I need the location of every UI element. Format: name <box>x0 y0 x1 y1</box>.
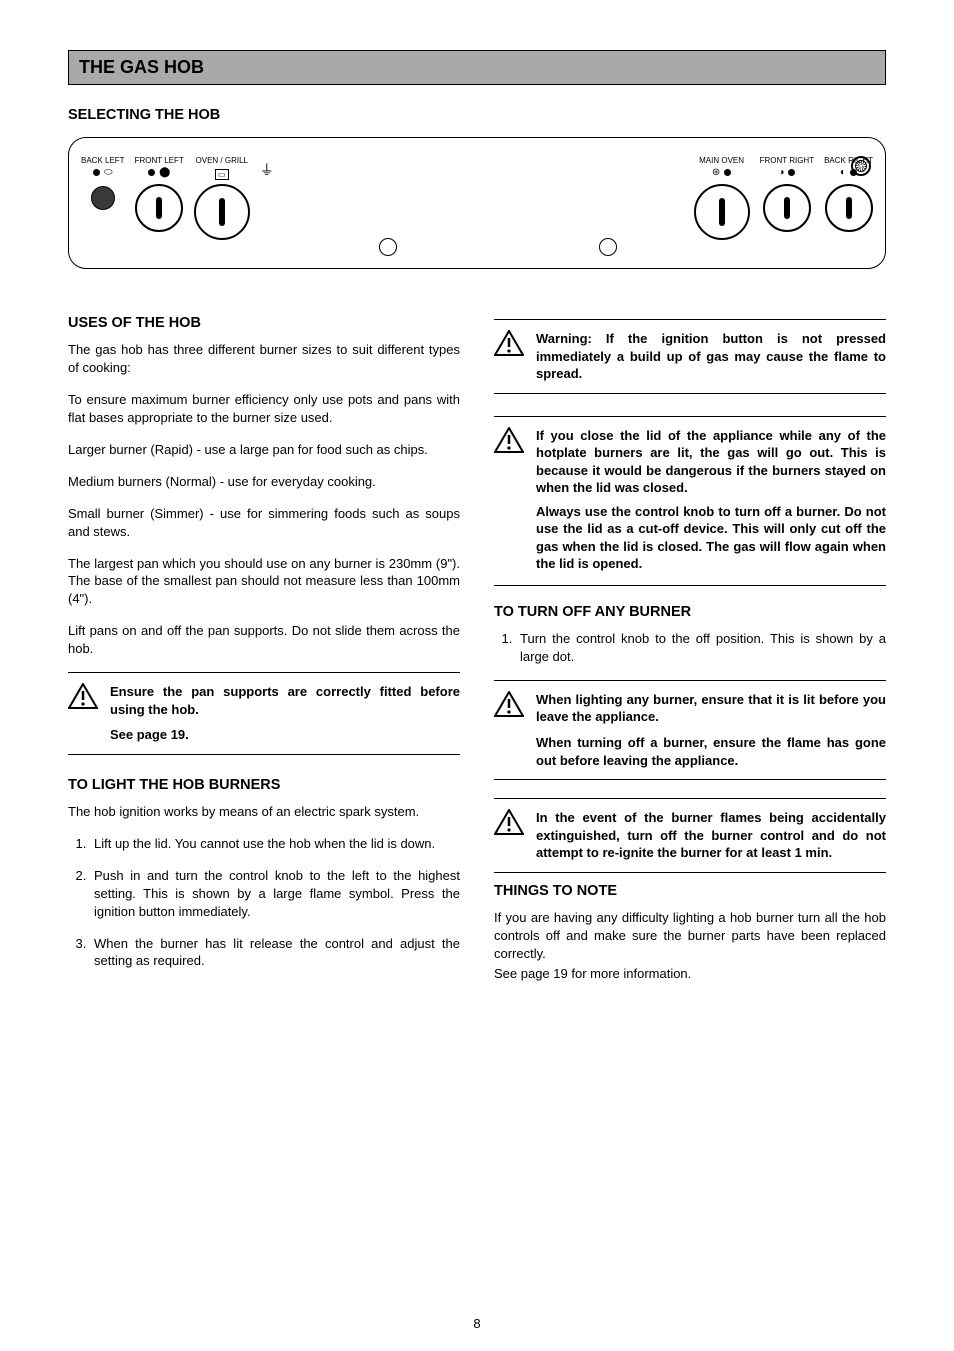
label-front-left: FRONT LEFT <box>135 156 184 165</box>
body-text: The hob ignition works by means of an el… <box>68 803 460 821</box>
dial-icon <box>825 184 873 232</box>
knob-front-right: FRONT RIGHT ◑ <box>760 156 815 232</box>
solid-knob-icon <box>91 186 115 210</box>
warning-text: In the event of the burner flames being … <box>536 809 886 862</box>
body-text: Lift pans on and off the pan supports. D… <box>68 622 460 658</box>
warning-block: If you close the lid of the appliance wh… <box>494 427 886 497</box>
things-heading: THINGS TO NOTE <box>494 883 886 899</box>
divider <box>494 393 886 394</box>
label-main-oven: MAIN OVEN <box>699 156 744 165</box>
oven-box-icon: ▭ <box>215 169 229 180</box>
turnoff-list: Turn the control knob to the off positio… <box>494 630 886 666</box>
divider <box>494 680 886 681</box>
body-text: Larger burner (Rapid) - use a large pan … <box>68 441 460 459</box>
label-back-left: BACK LEFT <box>81 156 125 165</box>
knob-oven-grill: OVEN / GRILL ▭ <box>194 156 250 240</box>
warning-text: If you close the lid of the appliance wh… <box>536 427 886 497</box>
warning-block: In the event of the burner flames being … <box>494 809 886 862</box>
section-banner: THE GAS HOB <box>68 50 886 85</box>
knob-front-left: FRONT LEFT ⬤ <box>135 156 184 232</box>
divider <box>494 779 886 780</box>
warning-text: Warning: If the ignition button is not p… <box>536 330 886 383</box>
indicator-right-icon <box>599 238 617 256</box>
body-text: Medium burners (Normal) - use for everyd… <box>68 473 460 491</box>
body-text: See page 19 for more information. <box>494 965 886 983</box>
warning-icon <box>494 691 524 717</box>
divider <box>494 416 886 417</box>
ignition-button-icon <box>851 156 871 176</box>
label-front-right: FRONT RIGHT <box>760 156 815 165</box>
label-oven-grill: OVEN / GRILL <box>196 156 248 165</box>
divider <box>494 319 886 320</box>
warning-text: Always use the control knob to turn off … <box>536 503 886 573</box>
dial-icon <box>763 184 811 232</box>
panel-left-group: BACK LEFT ⬭ FRONT LEFT ⬤ OVEN / GRILL ▭ … <box>81 156 274 240</box>
indicator-left-icon <box>379 238 397 256</box>
page-number: 8 <box>473 1316 480 1331</box>
flame-icon: ⬭ <box>104 167 113 178</box>
warning-icon <box>68 683 98 709</box>
uses-heading: USES OF THE HOB <box>68 315 460 331</box>
body-text: Small burner (Simmer) - use for simmerin… <box>68 505 460 541</box>
list-item: Push in and turn the control knob to the… <box>90 867 460 921</box>
warning-block: Warning: If the ignition button is not p… <box>494 330 886 383</box>
divider <box>68 672 460 673</box>
left-column: USES OF THE HOB The gas hob has three di… <box>68 309 460 996</box>
fan-icon: ⊛ <box>712 167 720 178</box>
warning-icon <box>494 427 524 453</box>
list-item: Turn the control knob to the off positio… <box>516 630 886 666</box>
selecting-heading: SELECTING THE HOB <box>68 107 886 123</box>
flame-icon: ◑ <box>778 167 784 178</box>
content-columns: USES OF THE HOB The gas hob has three di… <box>68 309 886 996</box>
divider <box>494 798 886 799</box>
knob-main-oven: MAIN OVEN ⊛ <box>694 156 750 240</box>
light-heading: TO LIGHT THE HOB BURNERS <box>68 777 460 793</box>
oven-scale-icon <box>694 184 750 240</box>
warning-text: See page 19. <box>110 726 460 744</box>
flame-icon: ◐ <box>840 167 846 178</box>
body-text: The largest pan which you should use on … <box>68 555 460 609</box>
flame-icon: ⬤ <box>159 167 170 178</box>
list-item: When the burner has lit release the cont… <box>90 935 460 971</box>
warning-text: When lighting any burner, ensure that it… <box>536 691 886 726</box>
warning-icon <box>494 809 524 835</box>
control-panel-diagram: BACK LEFT ⬭ FRONT LEFT ⬤ OVEN / GRILL ▭ … <box>68 137 886 269</box>
warning-block: When lighting any burner, ensure that it… <box>494 691 886 769</box>
warning-text: Ensure the pan supports are correctly fi… <box>110 683 460 718</box>
turnoff-heading: TO TURN OFF ANY BURNER <box>494 604 886 620</box>
divider <box>494 872 886 873</box>
knob-back-left: BACK LEFT ⬭ <box>81 156 125 210</box>
divider <box>68 754 460 755</box>
oven-scale-icon <box>194 184 250 240</box>
divider <box>494 585 886 586</box>
warning-text: When turning off a burner, ensure the fl… <box>536 734 886 769</box>
list-item: Lift up the lid. You cannot use the hob … <box>90 835 460 853</box>
right-column: Warning: If the ignition button is not p… <box>494 309 886 996</box>
body-text: The gas hob has three different burner s… <box>68 341 460 377</box>
light-steps-list: Lift up the lid. You cannot use the hob … <box>68 835 460 971</box>
warning-icon <box>494 330 524 356</box>
body-text: To ensure maximum burner efficiency only… <box>68 391 460 427</box>
grill-glyph-icon: ⏚ <box>260 160 274 180</box>
dial-icon <box>135 184 183 232</box>
warning-block: Ensure the pan supports are correctly fi… <box>68 683 460 744</box>
body-text: If you are having any difficulty lightin… <box>494 909 886 963</box>
panel-right-group: MAIN OVEN ⊛ FRONT RIGHT ◑ BACK RIGHT ◐ <box>694 156 873 240</box>
